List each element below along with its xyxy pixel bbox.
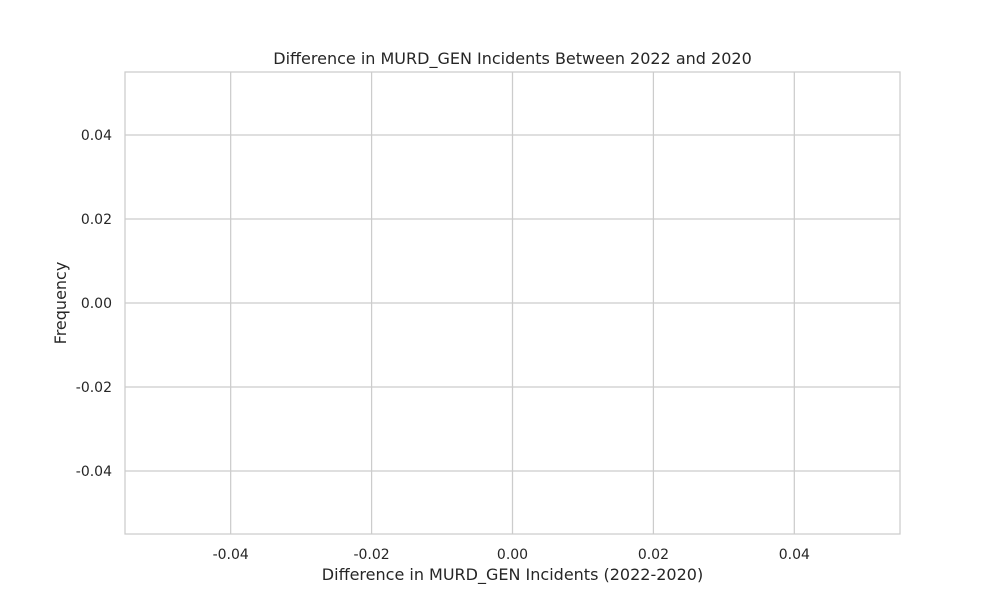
x-axis-label: Difference in MURD_GEN Incidents (2022-2…: [322, 565, 703, 585]
x-tick-label: -0.04: [213, 547, 249, 563]
y-gridlines: [125, 134, 900, 472]
plot-frame: [124, 71, 901, 535]
y-tick-label: -0.02: [76, 380, 112, 396]
chart-title: Difference in MURD_GEN Incidents Between…: [273, 49, 752, 69]
y-tick-label: 0.02: [81, 212, 112, 228]
x-tick-label: 0.04: [779, 547, 810, 563]
y-tick-label: -0.04: [76, 464, 112, 480]
y-tick-label: 0.00: [81, 296, 112, 312]
x-tick-label: -0.02: [353, 547, 389, 563]
x-tick-label: 0.00: [497, 547, 528, 563]
y-tick-label: 0.04: [81, 128, 112, 144]
x-tick-label: 0.02: [638, 547, 669, 563]
x-tick-labels: -0.04 -0.02 0.00 0.02 0.04: [213, 547, 810, 563]
y-axis-label: Frequency: [51, 262, 70, 345]
y-tick-labels: 0.04 0.02 0.00 -0.02 -0.04: [76, 128, 112, 480]
